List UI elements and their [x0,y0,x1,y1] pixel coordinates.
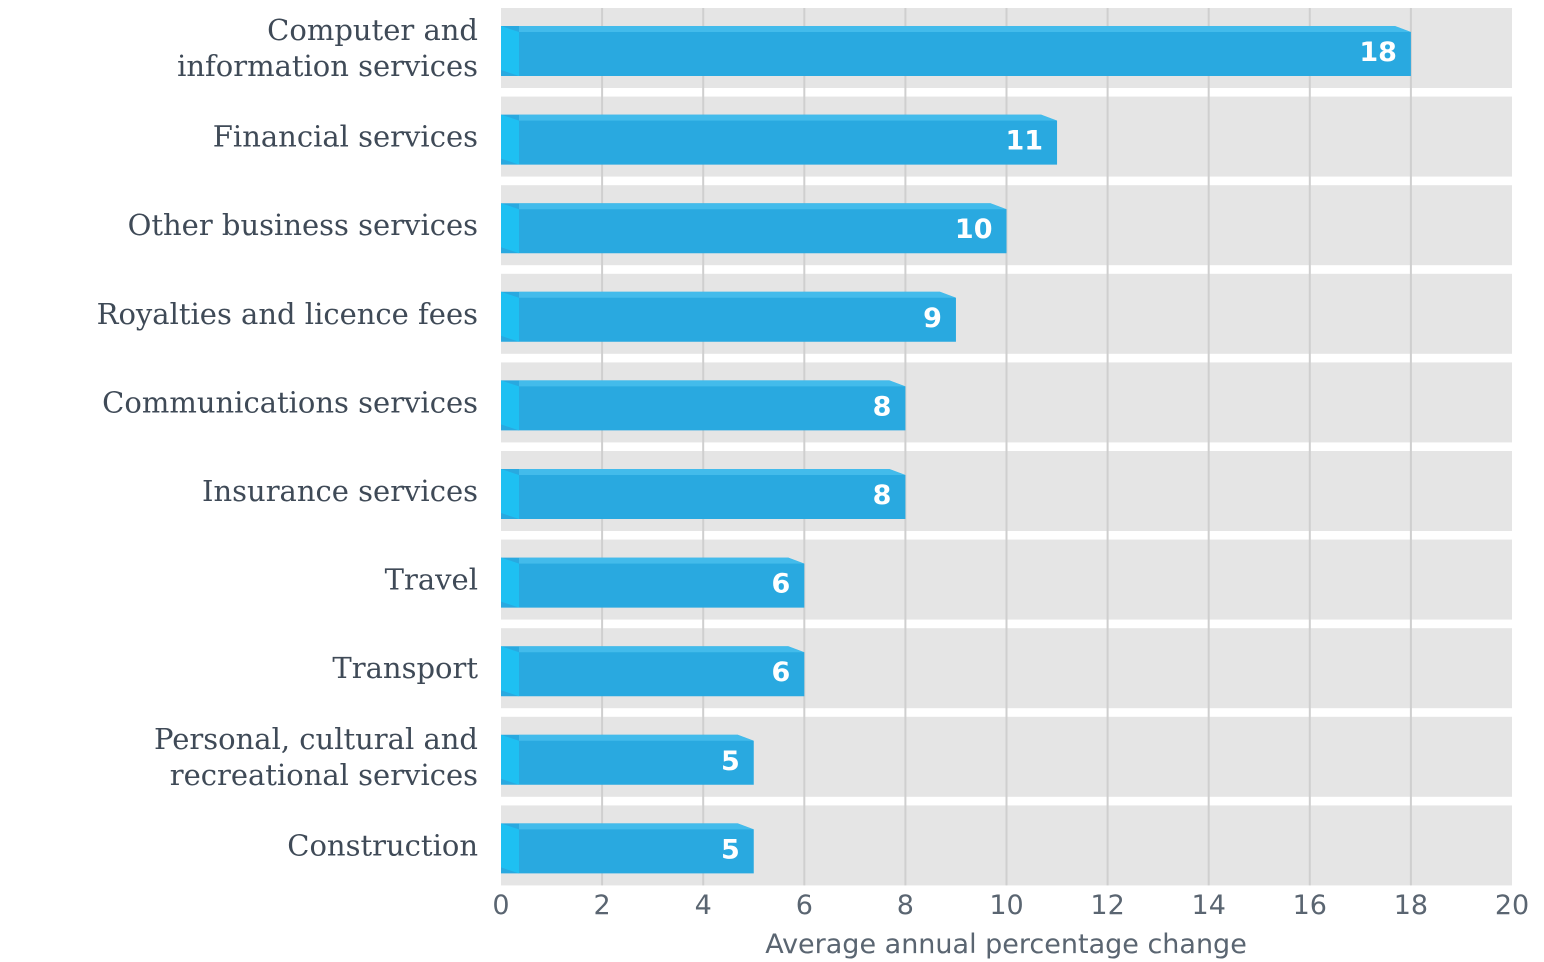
data-label: 5 [721,746,740,777]
data-label: 18 [1359,37,1397,68]
category-label: Royalties and licence fees [97,297,478,331]
bar [501,203,1007,254]
bar-end-cap [501,823,519,874]
bar-end-cap [501,646,519,697]
x-tick-label: 0 [492,890,509,921]
category-label: Transport [332,651,478,685]
bar-end-cap [501,557,519,608]
bar [501,734,754,785]
bar [501,26,1411,76]
bar-group: 8 [501,469,906,519]
category-label: Other business services [128,208,478,242]
bar-group: 11 [501,114,1058,165]
x-tick-label: 10 [989,890,1023,921]
bar [501,114,1058,165]
data-label: 10 [955,214,993,245]
bar-top-face [519,380,906,387]
data-label: 6 [772,569,791,600]
data-label: 8 [873,391,892,422]
bar [501,469,906,519]
bar-end-cap [501,291,519,342]
x-tick-labels: 0 2 4 6 8 10 12 14 16 18 20 [492,890,1529,921]
data-label: 11 [1005,126,1043,157]
data-label: 9 [923,303,942,334]
category-label: Construction [287,828,478,862]
bar-end-cap [501,114,519,165]
bar-top-face [519,203,1007,210]
bar-top-face [519,291,956,298]
bar-group: 10 [501,203,1007,254]
x-tick-label: 20 [1495,890,1529,921]
category-label: Personal, cultural and recreational servi… [154,722,478,792]
category-label: Communications services [102,385,478,419]
bar [501,823,754,874]
x-tick-label: 18 [1394,890,1428,921]
bar-end-cap [501,26,519,76]
category-label: Insurance services [202,474,478,508]
bar [501,291,956,342]
category-label: Travel [385,563,478,597]
bar-top-face [519,823,754,830]
bar-top-face [519,557,805,564]
x-tick-label: 4 [695,890,712,921]
data-label: 5 [721,834,740,865]
bar-group: 5 [501,823,754,874]
bar-group: 6 [501,646,805,697]
data-label: 6 [772,657,791,688]
bar-group: 6 [501,557,805,608]
category-label: Computer and information services [177,13,478,83]
x-axis-title: Average annual percentage change [765,929,1247,960]
bar-top-face [519,469,906,475]
category-labels: Computer and information services Financia… [97,13,479,862]
x-tick-label: 8 [897,890,914,921]
category-label: Financial services [213,120,478,154]
bar-group: 8 [501,380,906,431]
bar-end-cap [501,203,519,254]
bar-group: 18 [501,26,1411,76]
x-tick-label: 12 [1090,890,1124,921]
bar-end-cap [501,380,519,431]
bar-group: 5 [501,734,754,785]
bar-top-face [519,734,754,741]
bar [501,380,906,431]
bar-group: 9 [501,291,956,342]
x-tick-label: 16 [1293,890,1327,921]
bar [501,646,805,697]
x-tick-label: 14 [1192,890,1226,921]
x-tick-label: 6 [796,890,813,921]
x-tick-label: 2 [594,890,611,921]
bar-end-cap [501,734,519,785]
data-label: 8 [873,480,892,511]
bars: 18 11 10 9 8 8 6 6 5 5 [501,26,1411,874]
bar-end-cap [501,469,519,519]
bar-top-face [519,26,1411,32]
bar-top-face [519,646,805,653]
bar [501,557,805,608]
bar-top-face [519,114,1058,121]
